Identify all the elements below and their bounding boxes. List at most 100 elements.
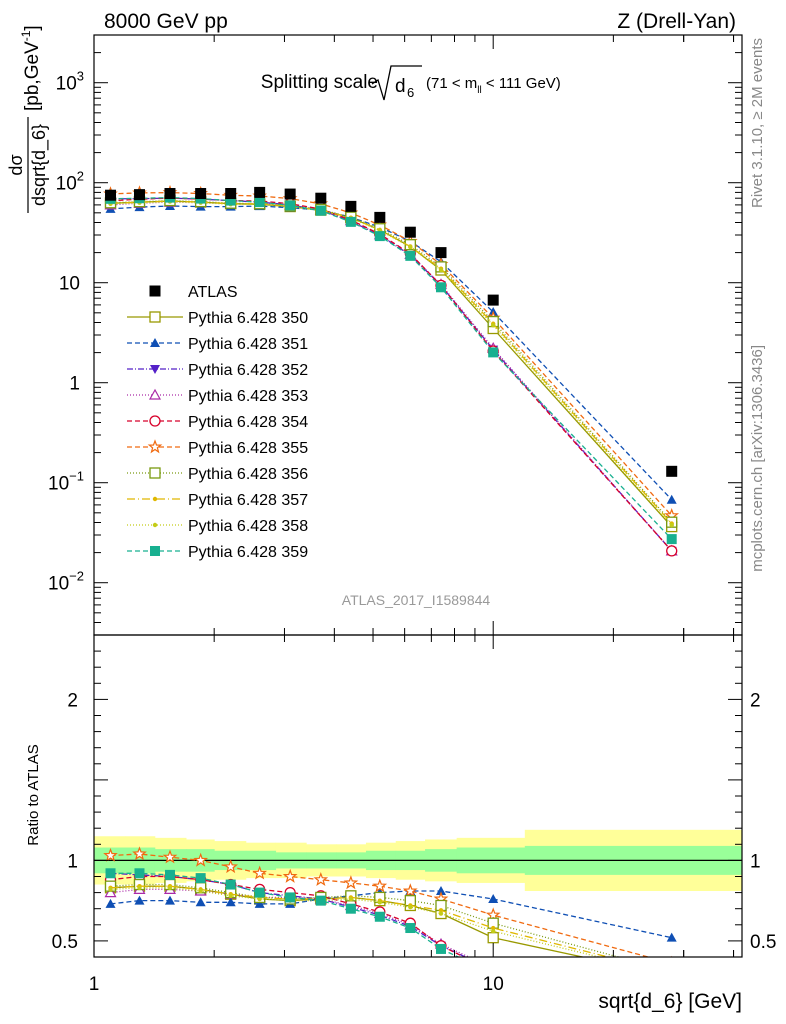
ratio-point bbox=[666, 932, 677, 942]
ratio-line-357 bbox=[110, 885, 611, 957]
legend-marker bbox=[150, 365, 160, 374]
ratio-point bbox=[282, 868, 298, 883]
atlas-data-point bbox=[374, 211, 386, 223]
ratio-y-tick-label-right: 0.5 bbox=[750, 932, 776, 953]
y-tick-label: 102 bbox=[56, 169, 84, 195]
legend-marker bbox=[147, 439, 163, 454]
ylabel-unit-end: ] bbox=[22, 25, 43, 30]
ratio-point bbox=[667, 966, 677, 976]
legend-entry: Pythia 6.428 351 bbox=[127, 336, 308, 353]
main-point bbox=[666, 534, 677, 545]
ratio-y-tick-label-right: 2 bbox=[750, 690, 761, 711]
atlas-data-point bbox=[105, 189, 117, 201]
ratio-line-353 bbox=[110, 888, 471, 957]
atlas-data-point bbox=[404, 226, 416, 238]
legend-entry-atlas: ATLAS bbox=[149, 284, 238, 301]
y-tick-label: 1 bbox=[69, 374, 80, 395]
legend-marker bbox=[150, 338, 160, 347]
ratio-point bbox=[225, 897, 236, 907]
y-tick-label: 103 bbox=[56, 69, 84, 95]
legend-label: Pythia 6.428 351 bbox=[188, 336, 308, 353]
y-tick-label-base: 10 bbox=[48, 574, 69, 595]
title-cut-main: (71 < m bbox=[426, 75, 477, 92]
ratio-point bbox=[103, 847, 118, 862]
ratio-point bbox=[487, 932, 499, 944]
rivet-label: Rivet 3.1.10, ≥ 2M events bbox=[749, 38, 766, 208]
legend-entry: Pythia 6.428 358 bbox=[127, 518, 308, 535]
legend-entry: Pythia 6.428 355 bbox=[127, 439, 308, 457]
ratio-point bbox=[374, 911, 385, 922]
analysis-id: ATLAS_2017_I1589844 bbox=[342, 592, 491, 608]
legend-label: Pythia 6.428 352 bbox=[188, 362, 308, 379]
y-tick-label-base: 10 bbox=[48, 474, 69, 495]
main-point bbox=[408, 244, 413, 250]
ratio-point bbox=[372, 878, 388, 893]
ratio-point bbox=[195, 873, 206, 884]
atlas-data-point bbox=[195, 188, 207, 200]
ratio-line-359 bbox=[110, 872, 460, 957]
y-tick-label: 10−1 bbox=[48, 469, 84, 495]
atlas-data-point bbox=[164, 188, 176, 200]
ratio-point bbox=[257, 896, 262, 902]
legend-marker bbox=[149, 415, 161, 427]
ratio-point bbox=[490, 925, 496, 931]
x-tick-label: 10 bbox=[483, 974, 504, 995]
ratio-point bbox=[225, 879, 236, 890]
atlas-data-point bbox=[225, 188, 237, 200]
ratio-point bbox=[285, 892, 296, 903]
y-tick-label-base: 10 bbox=[56, 174, 77, 195]
ratio-point bbox=[435, 943, 446, 954]
ratio-line-356 bbox=[110, 883, 621, 957]
atlas-data-point bbox=[666, 465, 678, 477]
ratio-point bbox=[435, 885, 446, 895]
ratio-point bbox=[108, 887, 113, 892]
main-point bbox=[315, 205, 326, 216]
main-point bbox=[666, 545, 678, 557]
ratio-line-358 bbox=[110, 887, 602, 957]
ratio-point bbox=[488, 963, 498, 972]
main-point bbox=[405, 250, 416, 261]
ratio-point bbox=[348, 896, 354, 902]
ylabel-unit-main: [pb,GeV bbox=[22, 41, 43, 111]
sqrt-symbol bbox=[371, 65, 422, 101]
legend-label: Pythia 6.428 350 bbox=[188, 310, 308, 327]
title-cut-end: < 111 GeV) bbox=[482, 75, 561, 92]
ratio-point bbox=[438, 908, 444, 913]
legend-marker bbox=[152, 522, 158, 528]
ratio-point bbox=[405, 923, 416, 934]
ratio-point bbox=[313, 871, 329, 887]
ratio-point bbox=[671, 955, 673, 957]
atlas-data-point bbox=[487, 294, 499, 306]
atlas-data-point bbox=[315, 192, 327, 204]
ratio-point bbox=[164, 895, 175, 905]
ratio-point bbox=[402, 883, 418, 898]
main-ylabel: dσ dsqrt{d_6} [pb,GeV-1] bbox=[6, 25, 50, 213]
ratio-point bbox=[670, 971, 674, 975]
atlas-data-point bbox=[345, 200, 357, 212]
ratio-point bbox=[315, 895, 326, 906]
ratio-point bbox=[104, 886, 117, 898]
main-point bbox=[225, 195, 236, 206]
legend-label: Pythia 6.428 356 bbox=[188, 466, 308, 483]
ylabel-num: dσ bbox=[6, 154, 26, 175]
legend-entry: Pythia 6.428 356 bbox=[127, 466, 308, 483]
main-point bbox=[669, 522, 674, 528]
ratio-point bbox=[137, 885, 142, 890]
legend-entry: Pythia 6.428 359 bbox=[127, 544, 308, 561]
mcplots-label: mcplots.cern.ch [arXiv:1306.3436] bbox=[749, 345, 766, 572]
ratio-line-350 bbox=[110, 885, 586, 957]
ratio-point bbox=[254, 887, 265, 898]
ratio-point bbox=[408, 904, 413, 910]
process-label: Z (Drell-Yan) bbox=[617, 10, 736, 33]
ratio-panel: 0.5 0.5 1 1 2 2 1 10 bbox=[52, 634, 776, 995]
x-axis-label: sqrt{d_6} [GeV] bbox=[598, 990, 742, 1013]
ratio-point bbox=[667, 971, 677, 981]
y-tick-label-base: 10 bbox=[56, 74, 77, 95]
legend-marker bbox=[148, 388, 162, 400]
legend-label: Pythia 6.428 354 bbox=[188, 414, 308, 431]
legend-marker bbox=[149, 467, 161, 479]
legend-entry: Pythia 6.428 350 bbox=[127, 310, 308, 327]
ratio-point bbox=[134, 868, 145, 879]
